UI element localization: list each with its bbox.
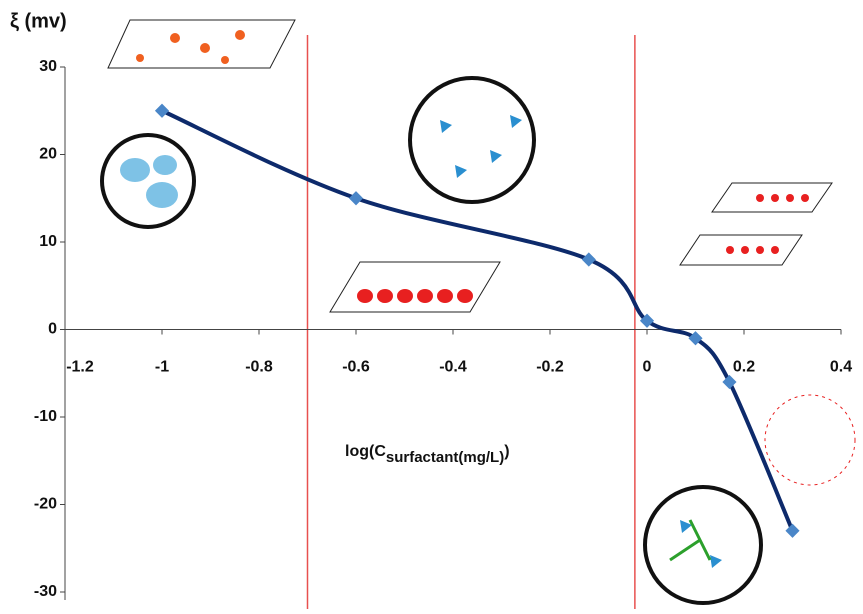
data-point [154,103,170,118]
x-tick-label: -0.8 [245,359,273,376]
data-point [785,523,800,538]
y-tick-label: 30 [39,58,57,75]
x-tick-label: -1 [155,359,169,376]
y-tick-label: 10 [39,233,57,250]
data-point [688,331,703,346]
illustrations [100,19,856,605]
y-tick-label: -10 [34,408,57,425]
y-axis-label: ξ (mv) [10,10,67,32]
y-tick-label: -20 [34,496,57,513]
y-tick-label: -30 [34,583,57,600]
x-tick-label: 0 [643,359,652,376]
data-point [348,191,364,206]
x-axis-label: log(Csurfactant(mg/L)) [345,443,510,466]
data-point [581,252,596,267]
x-tick-label: -1.2 [66,359,94,376]
data-point [639,313,655,328]
x-tick-label: -0.6 [342,359,370,376]
y-tick-label: 0 [48,321,57,338]
x-label-close: ) [504,443,509,460]
x-label-main: log(C [345,443,386,460]
x-tick-label: -0.2 [536,359,564,376]
data-point [722,374,737,390]
x-tick-label: 0.2 [733,359,755,376]
x-tick-label: 0.4 [830,359,852,376]
y-tick-label: 20 [39,146,57,163]
x-label-sub: surfactant(mg/L) [386,449,504,466]
x-tick-label: -0.4 [439,359,467,376]
